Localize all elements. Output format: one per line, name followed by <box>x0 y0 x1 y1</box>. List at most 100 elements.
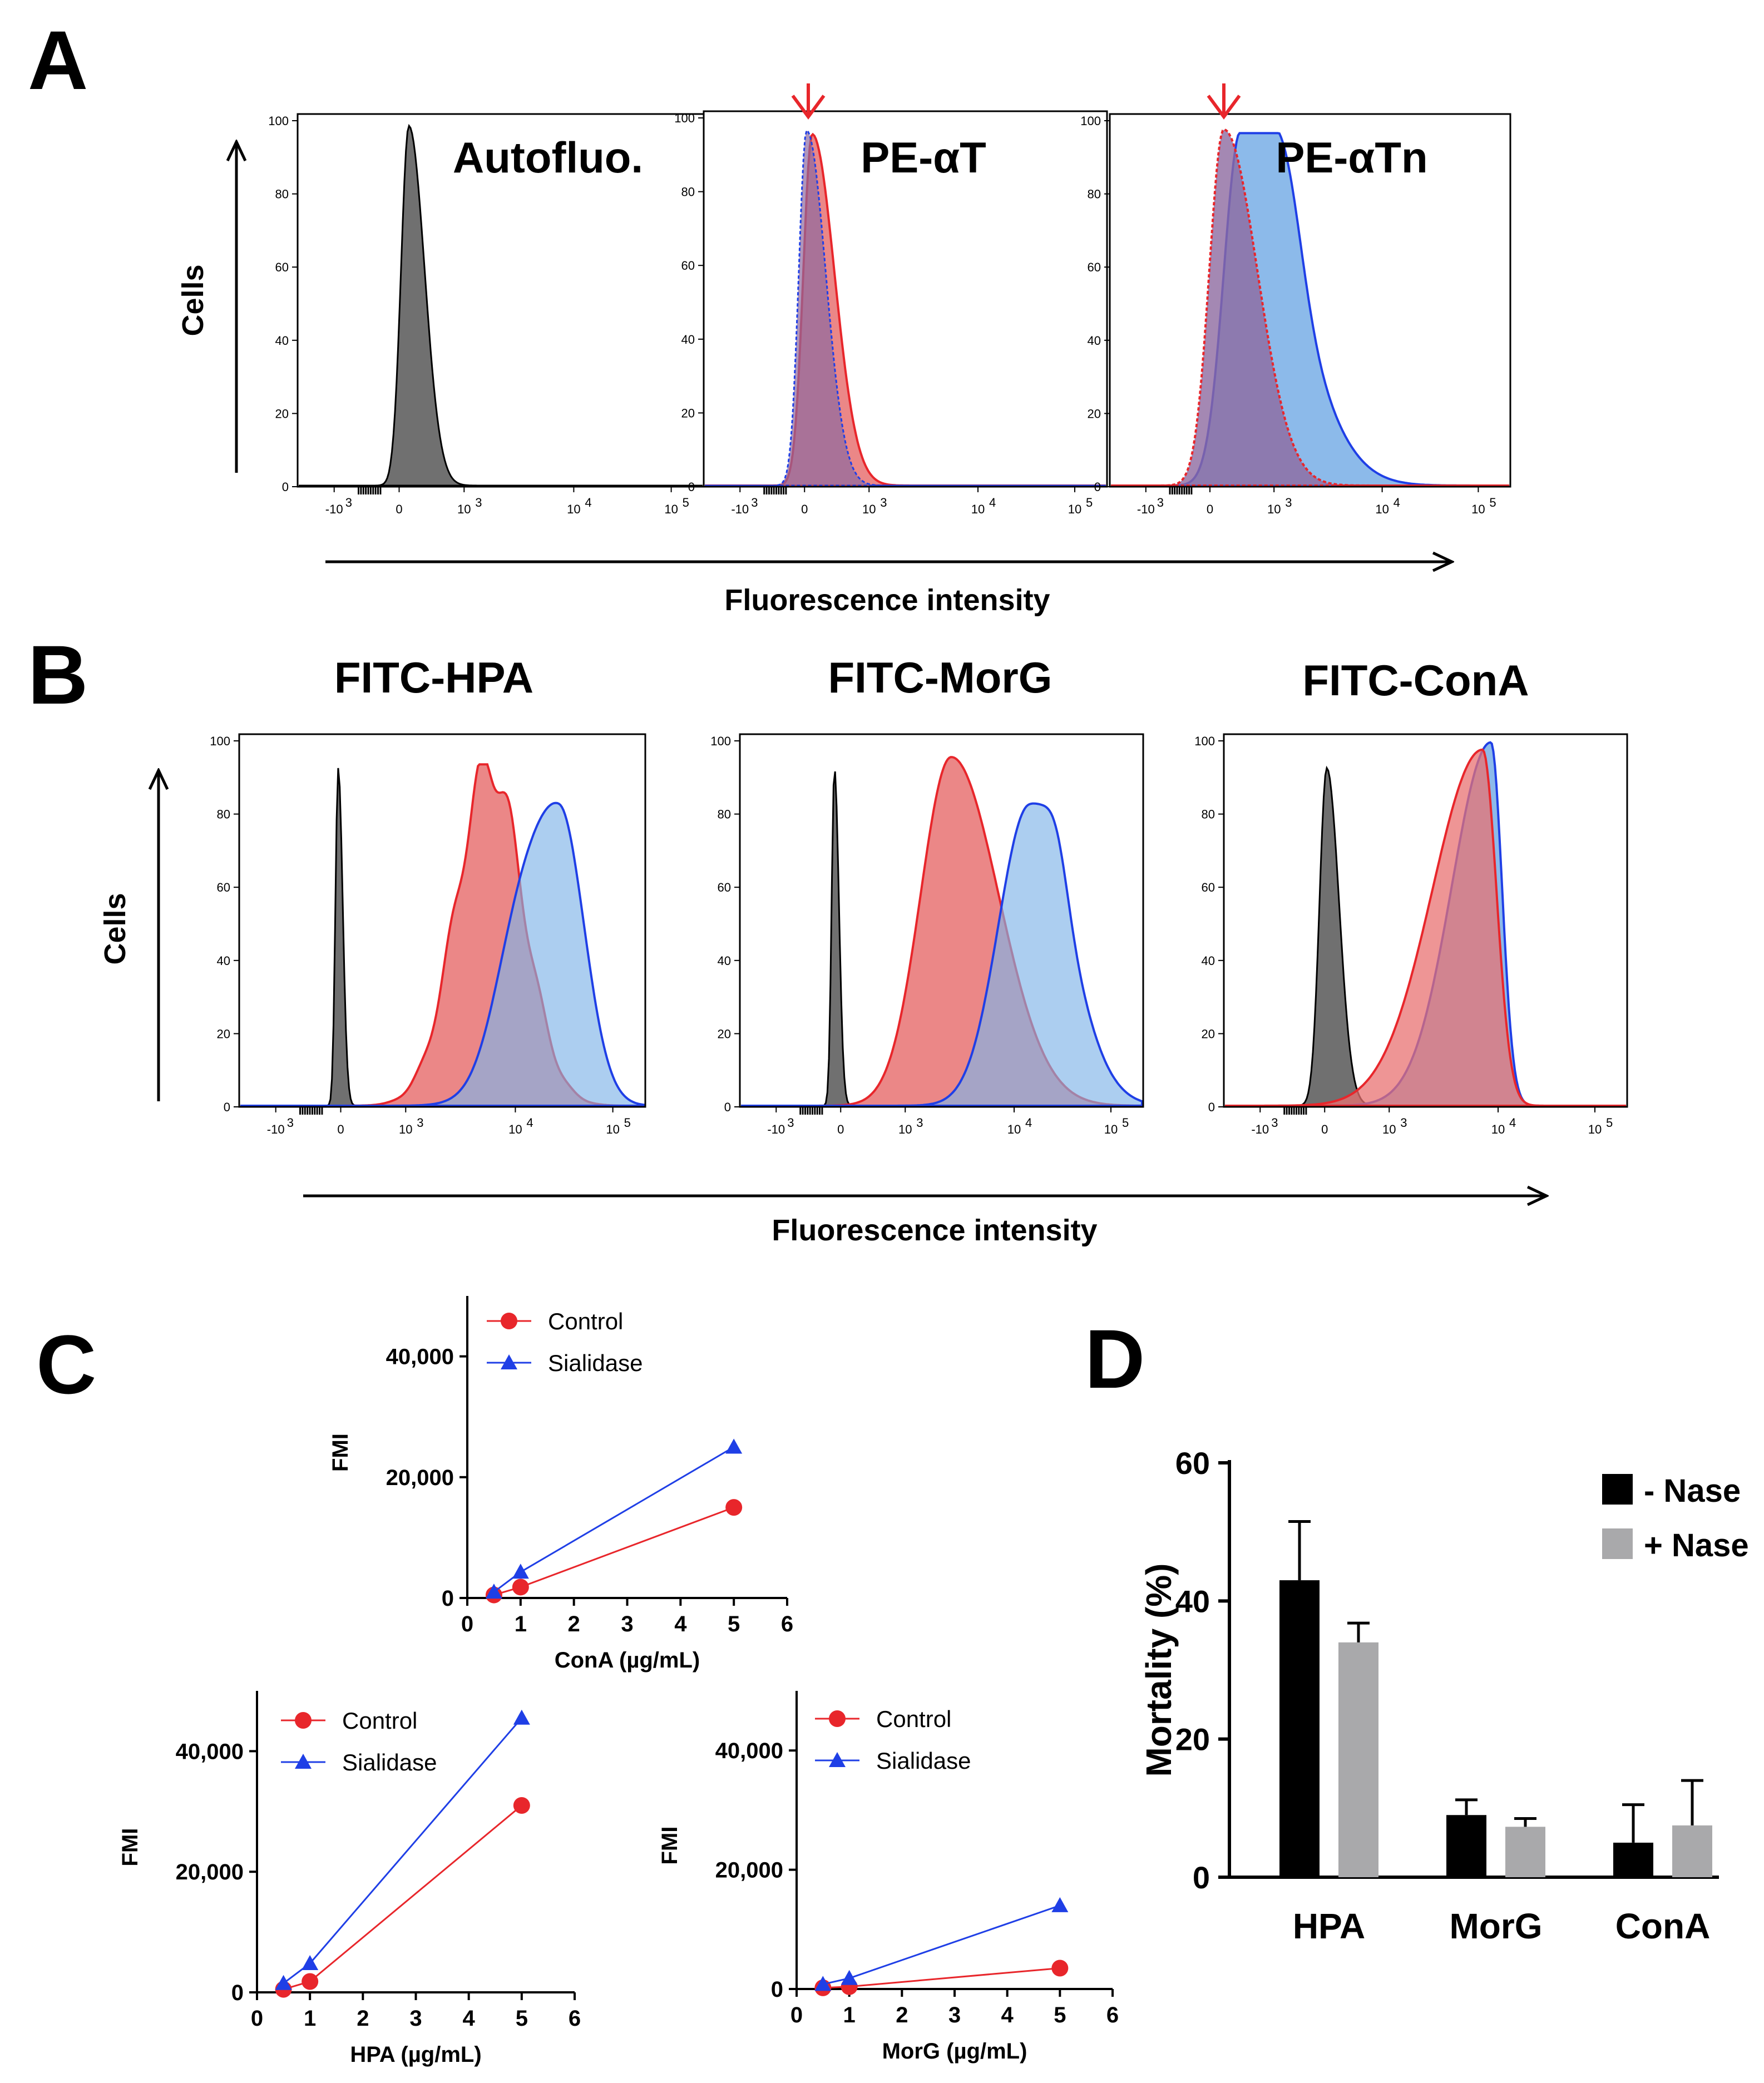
a3-histogram-y-tick-label: 60 <box>1088 260 1101 274</box>
a3-histogram-curve-red <box>1111 128 1509 487</box>
y-tick-label: 0 <box>442 1586 454 1611</box>
a2-histogram-y-tick-label: 100 <box>674 111 695 125</box>
panel-a-red-arrow-2 <box>791 83 826 120</box>
point-sialidase <box>841 1970 858 1985</box>
a1-histogram-x-tick-label: 10 <box>664 502 678 516</box>
x-tick-label: 1 <box>304 2006 316 2031</box>
y-axis-label: Mortality (%) <box>1139 1564 1179 1777</box>
b2-histogram-x-tick-label: 10 <box>1104 1122 1118 1136</box>
b3-histogram-x-tick-label: 10 <box>1588 1122 1602 1136</box>
a1-histogram-x-tick-label: 10 <box>567 502 580 516</box>
b2-histogram-x-tick-exp: 3 <box>787 1116 794 1130</box>
b2-histogram-y-tick-label: 0 <box>724 1100 731 1114</box>
bar-cona-plus-nase <box>1672 1825 1712 1877</box>
x-axis-label: ConA (µg/mL) <box>555 1648 700 1673</box>
b1-histogram-y-tick-label: 100 <box>210 734 230 748</box>
legend-swatch-minus-nase <box>1602 1474 1633 1505</box>
a3-histogram-x-tick-exp: 3 <box>1157 496 1164 509</box>
line-chart-3: 0 1 2 3 4 5 6 0 20,000 40,000 MorG (µg/mL) FMI Contr… <box>658 1691 1119 2064</box>
b3-histogram-x-tick-exp: 5 <box>1606 1116 1613 1130</box>
legend-label-plus-nase: + Nase <box>1644 1527 1749 1564</box>
b1-histogram-y-tick-label: 60 <box>217 880 230 894</box>
panel-letter-c: C <box>36 1318 96 1411</box>
a2-histogram-curve-blue <box>705 128 1106 487</box>
a1-histogram-x-tick-label: -10 <box>325 502 343 516</box>
b1-histogram-curve-blue <box>240 801 645 1107</box>
x-axis-label: MorG (µg/mL) <box>882 2039 1027 2064</box>
b2-histogram-curve-blue <box>741 802 1143 1107</box>
x-tick-label: 1 <box>843 2003 856 2027</box>
bar-morg-plus-nase <box>1505 1827 1545 1877</box>
a2-histogram-x-tick-exp: 5 <box>1086 496 1093 509</box>
a1-histogram-curve-grey <box>299 123 703 487</box>
category-label-hpa: HPA <box>1293 1906 1365 1946</box>
a3-histogram-x-tick-label: 10 <box>1471 502 1485 516</box>
point-sialidase <box>512 1564 529 1579</box>
legend-marker-control <box>295 1712 312 1729</box>
x-tick-label: 6 <box>1106 2003 1119 2027</box>
series-line-control <box>493 1506 734 1596</box>
panel-a-red-arrow-3 <box>1207 83 1241 120</box>
a3-histogram-x-tick-label: 0 <box>1207 502 1213 516</box>
y-tick-label: 20 <box>1175 1722 1210 1757</box>
legend-label-control: Control <box>342 1708 417 1734</box>
a3-histogram-curve-blue <box>1111 132 1509 487</box>
a2-histogram-y-tick-label: 0 <box>688 480 695 494</box>
point-control <box>302 1973 319 1990</box>
x-tick-label: 4 <box>674 1612 687 1636</box>
a1-histogram-y-tick-label: 100 <box>268 114 289 128</box>
x-tick-label: 2 <box>568 1612 580 1636</box>
bar-morg-minus-nase <box>1446 1815 1486 1877</box>
a1-histogram-x-tick-exp: 3 <box>475 496 482 509</box>
a1-histogram-x-tick-exp: 3 <box>345 496 352 509</box>
a3-title: PE-αTn <box>1276 133 1427 182</box>
a3-histogram-x-tick-label: 10 <box>1375 502 1389 516</box>
b2-histogram-y-tick-label: 80 <box>718 808 731 822</box>
panel-a-y-label: Cells <box>176 264 210 336</box>
x-tick-label: 5 <box>728 1612 740 1636</box>
legend-label-control: Control <box>876 1706 951 1732</box>
y-tick-label: 60 <box>1175 1446 1210 1481</box>
y-tick-label: 0 <box>771 1977 783 2002</box>
b1-histogram-y-tick-label: 40 <box>217 954 230 968</box>
a2-histogram-x-tick-exp: 3 <box>880 496 887 509</box>
y-tick-label: 40 <box>1175 1584 1210 1619</box>
b3-histogram-x-tick-exp: 3 <box>1271 1116 1278 1130</box>
x-tick-label: 2 <box>896 2003 908 2027</box>
x-tick-label: 0 <box>461 1612 473 1636</box>
point-sialidase <box>485 1584 502 1599</box>
x-tick-label: 5 <box>516 2006 528 2031</box>
series-line-sialidase <box>823 1904 1060 1985</box>
panel-letter-d: D <box>1085 1312 1145 1406</box>
a1-title: Autofluo. <box>453 133 643 182</box>
legend-marker-control <box>829 1710 846 1727</box>
a2-histogram-x-tick-label: 10 <box>862 502 876 516</box>
a1-histogram-y-tick-label: 40 <box>275 334 289 348</box>
b2-histogram-y-tick-label: 60 <box>718 880 731 894</box>
b3-histogram-x-tick-exp: 3 <box>1400 1116 1407 1130</box>
series-line-sialidase <box>493 1446 734 1593</box>
a2-histogram-x-tick-label: -10 <box>731 502 749 516</box>
a3-histogram-x-tick-label: 10 <box>1267 502 1281 516</box>
y-tick-label: 0 <box>231 1981 244 2005</box>
panel-d-mortality-bar-chart: 0 20 40 60 Mortality (%) HPA MorG ConA - Nase + N… <box>1139 1446 1749 1946</box>
b3-histogram-frame <box>1223 733 1628 1108</box>
y-axis-label: FMI <box>328 1433 353 1472</box>
category-label-morg: MorG <box>1449 1906 1542 1946</box>
b2-histogram-x-tick-label: 10 <box>1007 1122 1021 1136</box>
a2-histogram-y-tick-label: 20 <box>681 406 695 420</box>
line-chart-1: 0 1 2 3 4 5 6 0 20,000 40,000 ConA (µg/mL) FMI Contr… <box>328 1296 793 1673</box>
panel-c-fmi-line-charts: 0 1 2 3 4 5 6 0 20,000 40,000 ConA (µg/mL) FMI Contr… <box>118 1296 1119 2067</box>
b3-histogram-y-tick-label: 60 <box>1202 880 1215 894</box>
b3-histogram-y-tick-label: 0 <box>1208 1100 1215 1114</box>
a2-title: PE-αT <box>861 133 986 182</box>
b1-histogram-x-tick-exp: 4 <box>526 1116 533 1130</box>
b1-histogram-y-tick-label: 20 <box>217 1027 230 1041</box>
b2-histogram-y-tick-label: 40 <box>718 954 731 968</box>
x-tick-label: 0 <box>790 2003 803 2027</box>
y-tick-label: 40,000 <box>386 1345 454 1369</box>
x-tick-label: 5 <box>1054 2003 1066 2027</box>
